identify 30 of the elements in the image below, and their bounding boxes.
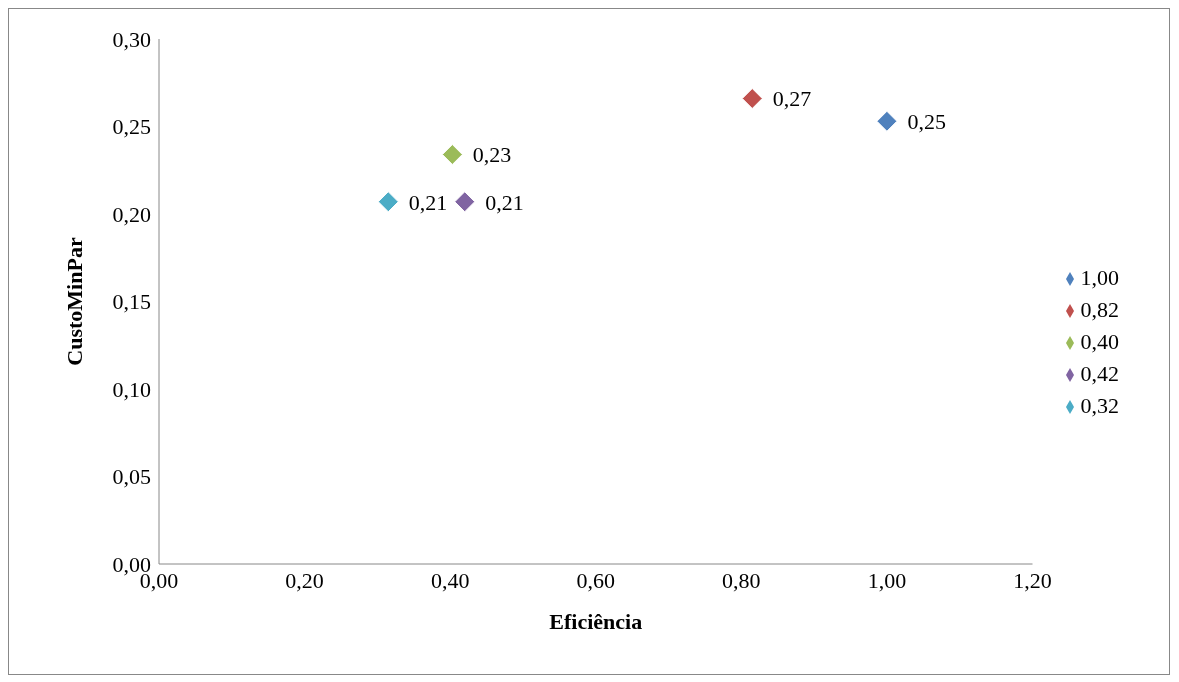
- data-label: 0,27: [772, 86, 812, 112]
- y-tick-label: 0,15: [112, 289, 151, 315]
- data-label: 0,25: [907, 109, 946, 135]
- y-tick-label: 0,30: [112, 26, 151, 52]
- point: [741, 88, 763, 109]
- data-label: 0,23: [472, 142, 512, 168]
- y-tick-label: 0,05: [112, 464, 151, 490]
- y-tick-label: 0,20: [112, 201, 151, 227]
- x-tick-label: 0,80: [722, 567, 761, 593]
- x-tick-label: 0,60: [576, 567, 615, 593]
- data-label: 0,21: [408, 189, 448, 215]
- x-tick-label: 1,00: [867, 567, 907, 593]
- x-tick-label: 1,20: [1013, 567, 1052, 593]
- point: [441, 144, 463, 165]
- x-axis-title: Eficiência: [549, 609, 643, 634]
- legend-label: 0,32: [1080, 392, 1119, 418]
- legend-label: 0,40: [1080, 328, 1119, 354]
- data-label: 0,21: [485, 189, 524, 215]
- y-tick-label: 0,10: [112, 376, 151, 402]
- legend-label: 1,00: [1080, 264, 1119, 290]
- y-axis-title: CustoMinPar: [61, 237, 87, 366]
- legend-label: 0,82: [1080, 296, 1119, 322]
- y-tick-label: 0,25: [112, 114, 151, 140]
- point: [454, 191, 476, 213]
- x-tick-label: 0,20: [285, 567, 324, 593]
- point: [377, 191, 399, 213]
- point: [876, 110, 898, 132]
- x-tick-label: 0,40: [430, 567, 470, 593]
- legend-label: 0,42: [1080, 360, 1119, 386]
- y-tick-label: 0,00: [112, 551, 151, 577]
